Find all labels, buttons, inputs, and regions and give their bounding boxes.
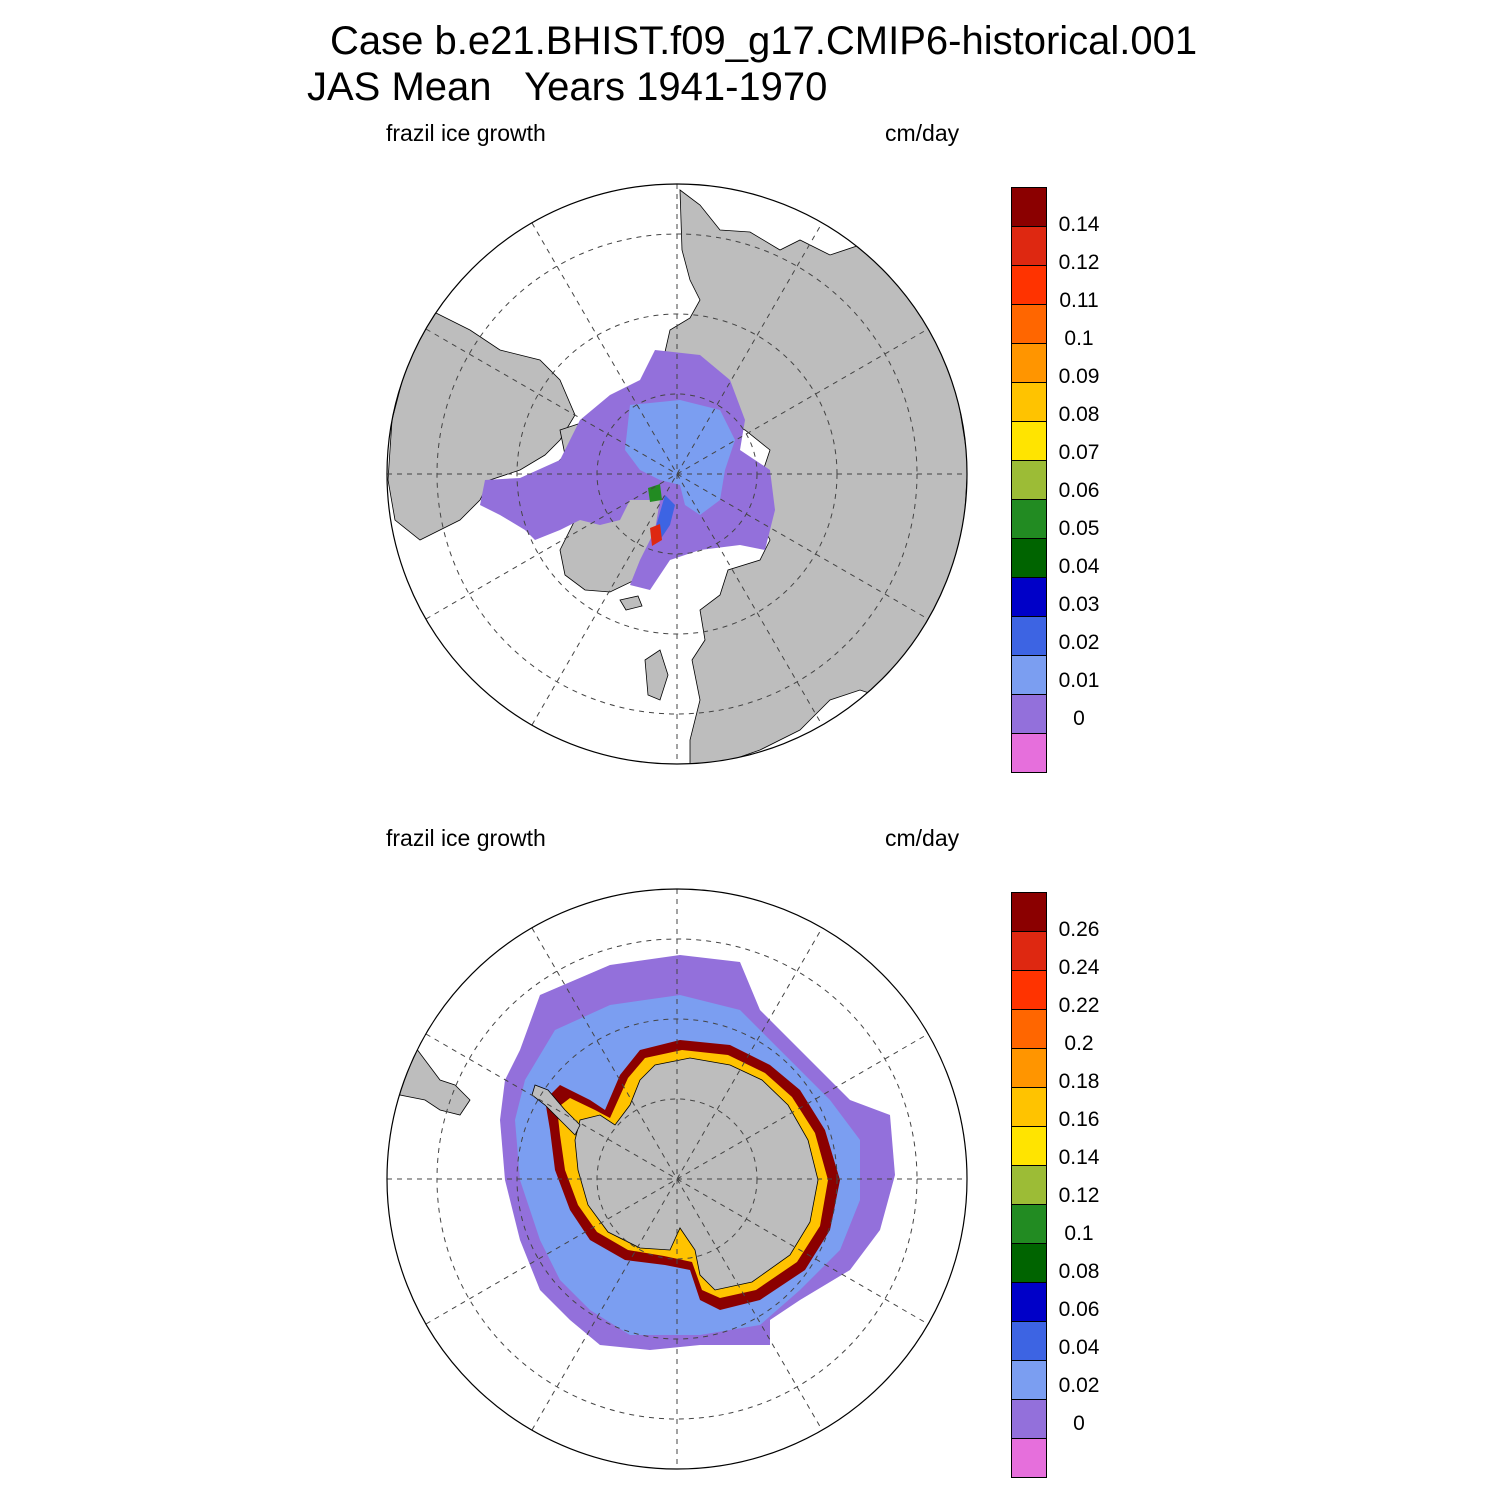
colorbar-tick-label: 0.06 [1058,479,1100,502]
colorbar-tick-label: 0.14 [1058,213,1100,236]
nh-britain-land [644,649,669,701]
sh-colorbar [1011,892,1047,1478]
nh-north-america-land [387,309,576,541]
colorbar-swatch [1012,1126,1046,1165]
colorbar-swatch [1012,970,1046,1009]
colorbar-swatch [1012,538,1046,577]
colorbar-tick-label: 0.1 [1064,1222,1094,1245]
nh-map-border [386,183,968,765]
colorbar-tick-label: 0.06 [1058,1298,1100,1321]
colorbar-tick-label: 0.05 [1058,517,1100,540]
colorbar-tick-label: 0.04 [1058,1336,1100,1359]
colorbar-tick-label: 0.12 [1058,1184,1100,1207]
colorbar-tick-label: 0.02 [1058,631,1100,654]
colorbar-tick-label: 0.18 [1058,1070,1100,1093]
colorbar-tick-label: 0.16 [1058,1108,1100,1131]
colorbar-tick-label: 0.01 [1058,669,1100,692]
colorbar-tick-label: 0.04 [1058,555,1100,578]
colorbar-tick-label: 0.08 [1058,1260,1100,1283]
sh-antarctic-peninsula [531,1084,581,1136]
colorbar-swatch [1012,382,1046,421]
colorbar-swatch [1012,577,1046,616]
sh-map-border [386,888,968,1470]
plot-title-case: Case b.e21.BHIST.f09_g17.CMIP6-historica… [330,19,1198,63]
colorbar-swatch [1012,893,1046,931]
plot-title-period: JAS Mean Years 1941-1970 [307,65,828,109]
colorbar-swatch [1012,1165,1046,1204]
colorbar-swatch [1012,188,1046,226]
nh-units-label: cm/day [885,120,960,146]
colorbar-swatch [1012,733,1046,772]
colorbar-swatch [1012,1048,1046,1087]
colorbar-tick-label: 0 [1073,707,1085,730]
colorbar-tick-label: 0.02 [1058,1374,1100,1397]
colorbar-swatch [1012,1204,1046,1243]
colorbar-swatch [1012,1399,1046,1438]
nh-ice-growth-peak [650,524,662,546]
colorbar-swatch [1012,1009,1046,1048]
colorbar-swatch [1012,304,1046,343]
nh-ice-growth-inner [625,400,735,515]
colorbar-swatch [1012,421,1046,460]
nh-colorbar [1011,187,1047,773]
colorbar-tick-label: 0.07 [1058,441,1100,464]
nh-variable-label: frazil ice growth [386,120,546,146]
colorbar-tick-label: 0.03 [1058,593,1100,616]
colorbar-swatch [1012,1438,1046,1477]
colorbar-tick-label: 0.08 [1058,403,1100,426]
colorbar-swatch [1012,460,1046,499]
colorbar-swatch [1012,616,1046,655]
colorbar-swatch [1012,655,1046,694]
colorbar-swatch [1012,1360,1046,1399]
colorbar-tick-label: 0 [1073,1412,1085,1435]
sh-units-label: cm/day [885,825,960,851]
sh-antarctica-land [574,1057,819,1291]
colorbar-tick-label: 0.22 [1058,994,1100,1017]
colorbar-swatch [1012,1282,1046,1321]
colorbar-swatch [1012,1243,1046,1282]
colorbar-swatch [1012,499,1046,538]
colorbar-swatch [1012,343,1046,382]
colorbar-swatch [1012,694,1046,733]
colorbar-tick-label: 0.11 [1059,289,1099,312]
colorbar-swatch [1012,226,1046,265]
colorbar-tick-label: 0.09 [1058,365,1100,388]
colorbar-swatch [1012,931,1046,970]
colorbar-tick-label: 0.14 [1058,1146,1100,1169]
colorbar-tick-label: 0.24 [1058,956,1100,979]
colorbar-swatch [1012,1321,1046,1360]
colorbar-tick-label: 0.26 [1058,918,1100,941]
colorbar-tick-label: 0.2 [1064,1032,1094,1055]
nh-map [387,184,967,764]
colorbar-tick-label: 0.12 [1058,251,1100,274]
sh-map [387,889,967,1469]
colorbar-tick-label: 0.1 [1064,327,1094,350]
sh-variable-label: frazil ice growth [386,825,546,851]
colorbar-swatch [1012,265,1046,304]
nh-iceland-land [619,595,643,611]
colorbar-swatch [1012,1087,1046,1126]
